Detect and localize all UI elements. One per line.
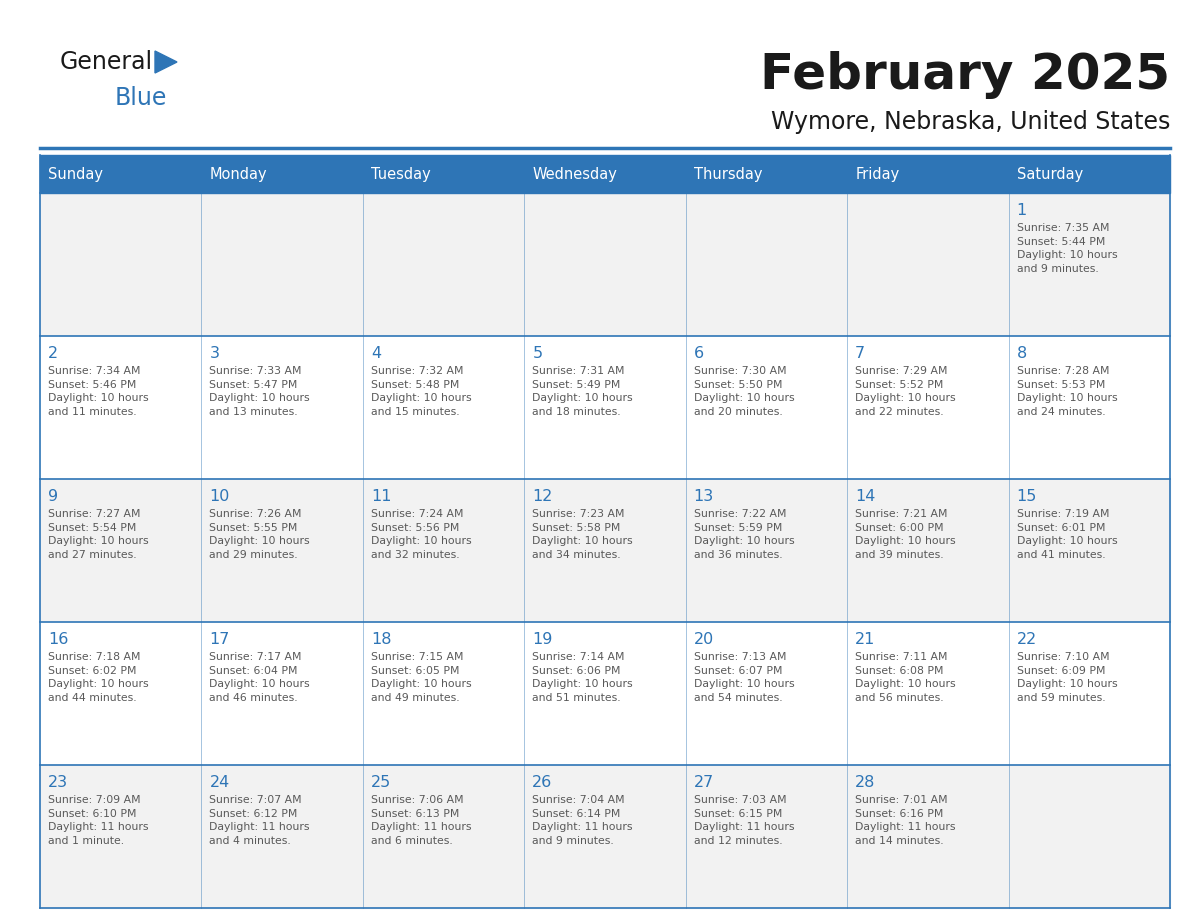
Text: Blue: Blue [115, 86, 168, 110]
Text: 15: 15 [1017, 489, 1037, 504]
Text: 10: 10 [209, 489, 229, 504]
Text: Sunrise: 7:17 AM
Sunset: 6:04 PM
Daylight: 10 hours
and 46 minutes.: Sunrise: 7:17 AM Sunset: 6:04 PM Dayligh… [209, 652, 310, 703]
Text: 23: 23 [48, 775, 68, 790]
Text: Sunrise: 7:30 AM
Sunset: 5:50 PM
Daylight: 10 hours
and 20 minutes.: Sunrise: 7:30 AM Sunset: 5:50 PM Dayligh… [694, 366, 795, 417]
Text: 11: 11 [371, 489, 391, 504]
Text: Monday: Monday [209, 166, 267, 182]
Text: 1: 1 [1017, 203, 1026, 218]
Polygon shape [154, 51, 177, 73]
Text: 2: 2 [48, 346, 58, 361]
Text: Sunrise: 7:03 AM
Sunset: 6:15 PM
Daylight: 11 hours
and 12 minutes.: Sunrise: 7:03 AM Sunset: 6:15 PM Dayligh… [694, 795, 795, 845]
Text: 12: 12 [532, 489, 552, 504]
Text: Sunrise: 7:06 AM
Sunset: 6:13 PM
Daylight: 11 hours
and 6 minutes.: Sunrise: 7:06 AM Sunset: 6:13 PM Dayligh… [371, 795, 472, 845]
Text: 27: 27 [694, 775, 714, 790]
Text: 4: 4 [371, 346, 381, 361]
Bar [40, 336, 1170, 479]
Text: Sunrise: 7:21 AM
Sunset: 6:00 PM
Daylight: 10 hours
and 39 minutes.: Sunrise: 7:21 AM Sunset: 6:00 PM Dayligh… [855, 509, 956, 560]
Text: 18: 18 [371, 632, 391, 647]
Text: Sunrise: 7:09 AM
Sunset: 6:10 PM
Daylight: 11 hours
and 1 minute.: Sunrise: 7:09 AM Sunset: 6:10 PM Dayligh… [48, 795, 148, 845]
Text: 22: 22 [1017, 632, 1037, 647]
Text: Tuesday: Tuesday [371, 166, 430, 182]
Text: 21: 21 [855, 632, 876, 647]
Text: Sunrise: 7:07 AM
Sunset: 6:12 PM
Daylight: 11 hours
and 4 minutes.: Sunrise: 7:07 AM Sunset: 6:12 PM Dayligh… [209, 795, 310, 845]
Text: Sunrise: 7:14 AM
Sunset: 6:06 PM
Daylight: 10 hours
and 51 minutes.: Sunrise: 7:14 AM Sunset: 6:06 PM Dayligh… [532, 652, 633, 703]
Text: Sunrise: 7:27 AM
Sunset: 5:54 PM
Daylight: 10 hours
and 27 minutes.: Sunrise: 7:27 AM Sunset: 5:54 PM Dayligh… [48, 509, 148, 560]
Bar [40, 155, 1170, 193]
Text: 19: 19 [532, 632, 552, 647]
Text: 16: 16 [48, 632, 69, 647]
Text: 6: 6 [694, 346, 703, 361]
Text: Sunrise: 7:04 AM
Sunset: 6:14 PM
Daylight: 11 hours
and 9 minutes.: Sunrise: 7:04 AM Sunset: 6:14 PM Dayligh… [532, 795, 633, 845]
Text: February 2025: February 2025 [760, 51, 1170, 99]
Text: 14: 14 [855, 489, 876, 504]
Text: Sunrise: 7:23 AM
Sunset: 5:58 PM
Daylight: 10 hours
and 34 minutes.: Sunrise: 7:23 AM Sunset: 5:58 PM Dayligh… [532, 509, 633, 560]
Text: 20: 20 [694, 632, 714, 647]
Text: 28: 28 [855, 775, 876, 790]
Text: 25: 25 [371, 775, 391, 790]
Text: 24: 24 [209, 775, 229, 790]
Text: 9: 9 [48, 489, 58, 504]
Text: 5: 5 [532, 346, 543, 361]
Text: Sunrise: 7:18 AM
Sunset: 6:02 PM
Daylight: 10 hours
and 44 minutes.: Sunrise: 7:18 AM Sunset: 6:02 PM Dayligh… [48, 652, 148, 703]
Text: Sunrise: 7:10 AM
Sunset: 6:09 PM
Daylight: 10 hours
and 59 minutes.: Sunrise: 7:10 AM Sunset: 6:09 PM Dayligh… [1017, 652, 1117, 703]
Text: Sunrise: 7:35 AM
Sunset: 5:44 PM
Daylight: 10 hours
and 9 minutes.: Sunrise: 7:35 AM Sunset: 5:44 PM Dayligh… [1017, 223, 1117, 274]
Text: Thursday: Thursday [694, 166, 763, 182]
Text: Sunrise: 7:34 AM
Sunset: 5:46 PM
Daylight: 10 hours
and 11 minutes.: Sunrise: 7:34 AM Sunset: 5:46 PM Dayligh… [48, 366, 148, 417]
Text: Saturday: Saturday [1017, 166, 1082, 182]
Text: Sunrise: 7:32 AM
Sunset: 5:48 PM
Daylight: 10 hours
and 15 minutes.: Sunrise: 7:32 AM Sunset: 5:48 PM Dayligh… [371, 366, 472, 417]
Text: Sunrise: 7:22 AM
Sunset: 5:59 PM
Daylight: 10 hours
and 36 minutes.: Sunrise: 7:22 AM Sunset: 5:59 PM Dayligh… [694, 509, 795, 560]
Text: 8: 8 [1017, 346, 1026, 361]
Text: 3: 3 [209, 346, 220, 361]
Text: General: General [61, 50, 153, 74]
Text: 26: 26 [532, 775, 552, 790]
Text: Sunrise: 7:19 AM
Sunset: 6:01 PM
Daylight: 10 hours
and 41 minutes.: Sunrise: 7:19 AM Sunset: 6:01 PM Dayligh… [1017, 509, 1117, 560]
Text: Sunrise: 7:28 AM
Sunset: 5:53 PM
Daylight: 10 hours
and 24 minutes.: Sunrise: 7:28 AM Sunset: 5:53 PM Dayligh… [1017, 366, 1117, 417]
Text: Sunrise: 7:11 AM
Sunset: 6:08 PM
Daylight: 10 hours
and 56 minutes.: Sunrise: 7:11 AM Sunset: 6:08 PM Dayligh… [855, 652, 956, 703]
Text: 7: 7 [855, 346, 865, 361]
Text: Sunday: Sunday [48, 166, 103, 182]
Text: Sunrise: 7:01 AM
Sunset: 6:16 PM
Daylight: 11 hours
and 14 minutes.: Sunrise: 7:01 AM Sunset: 6:16 PM Dayligh… [855, 795, 955, 845]
Text: Wednesday: Wednesday [532, 166, 617, 182]
Bar [40, 479, 1170, 622]
Text: Sunrise: 7:15 AM
Sunset: 6:05 PM
Daylight: 10 hours
and 49 minutes.: Sunrise: 7:15 AM Sunset: 6:05 PM Dayligh… [371, 652, 472, 703]
Text: Sunrise: 7:24 AM
Sunset: 5:56 PM
Daylight: 10 hours
and 32 minutes.: Sunrise: 7:24 AM Sunset: 5:56 PM Dayligh… [371, 509, 472, 560]
Bar [40, 765, 1170, 908]
Text: Sunrise: 7:29 AM
Sunset: 5:52 PM
Daylight: 10 hours
and 22 minutes.: Sunrise: 7:29 AM Sunset: 5:52 PM Dayligh… [855, 366, 956, 417]
Text: Sunrise: 7:26 AM
Sunset: 5:55 PM
Daylight: 10 hours
and 29 minutes.: Sunrise: 7:26 AM Sunset: 5:55 PM Dayligh… [209, 509, 310, 560]
Text: Friday: Friday [855, 166, 899, 182]
Bar [40, 622, 1170, 765]
Text: 13: 13 [694, 489, 714, 504]
Text: 17: 17 [209, 632, 229, 647]
Text: Wymore, Nebraska, United States: Wymore, Nebraska, United States [771, 110, 1170, 134]
Text: Sunrise: 7:33 AM
Sunset: 5:47 PM
Daylight: 10 hours
and 13 minutes.: Sunrise: 7:33 AM Sunset: 5:47 PM Dayligh… [209, 366, 310, 417]
Text: Sunrise: 7:31 AM
Sunset: 5:49 PM
Daylight: 10 hours
and 18 minutes.: Sunrise: 7:31 AM Sunset: 5:49 PM Dayligh… [532, 366, 633, 417]
Text: Sunrise: 7:13 AM
Sunset: 6:07 PM
Daylight: 10 hours
and 54 minutes.: Sunrise: 7:13 AM Sunset: 6:07 PM Dayligh… [694, 652, 795, 703]
Bar [40, 193, 1170, 336]
